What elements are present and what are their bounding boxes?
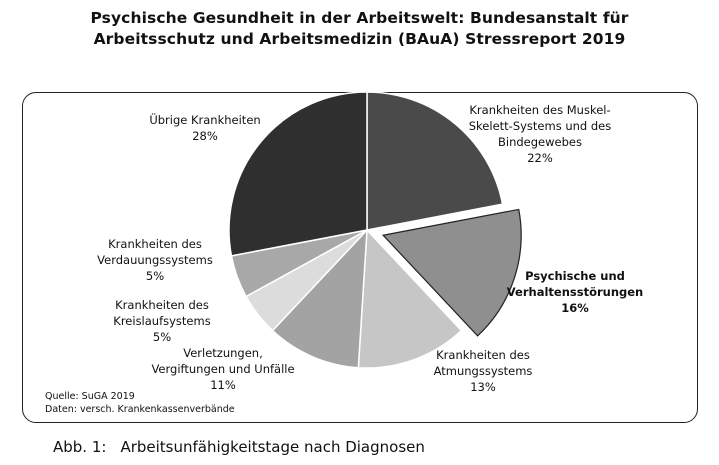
chart-title-line-2: Arbeitsschutz und Arbeitsmedizin (BAuA) … — [93, 30, 626, 48]
label-line: Bindegewebes — [498, 135, 582, 149]
label-line: Verletzungen, — [183, 346, 263, 360]
figure-caption-text: Arbeitsunfähigkeitstage nach Diagnosen — [120, 438, 425, 456]
label-line: Krankheiten des Muskel- — [469, 103, 611, 117]
slice-label-uebrige: Übrige Krankheiten 28% — [135, 112, 275, 144]
figure-caption: Abb. 1: Arbeitsunfähigkeitstage nach Diag… — [53, 438, 425, 456]
label-line: Kreislaufsystems — [113, 314, 211, 328]
slice-label-muskel-skelett: Krankheiten des Muskel- Skelett-Systems … — [440, 102, 640, 166]
value-label: 5% — [145, 269, 165, 283]
slice-label-verdauungssystem: Krankheiten des Verdauungssystems 5% — [90, 236, 220, 284]
value-label: 16% — [561, 301, 589, 315]
figure-number: Abb. 1: — [53, 438, 107, 456]
slice-label-verletzungen: Verletzungen, Vergiftungen und Unfälle 1… — [148, 345, 298, 393]
pie-slice-0 — [366, 91, 504, 231]
label-line: Verdauungssystems — [97, 253, 213, 267]
pie-slice-3 — [271, 227, 368, 369]
label-line: Krankheiten des — [115, 298, 209, 312]
label-line: Vergiftungen und Unfälle — [151, 362, 295, 376]
label-line: Krankheiten des — [436, 348, 530, 362]
value-label: 11% — [210, 378, 236, 392]
slice-label-psychische: Psychische und Verhaltensstörungen 16% — [500, 268, 650, 316]
slice-label-atmungssystem: Krankheiten des Atmungssystems 13% — [408, 347, 558, 395]
label-line: Skelett-Systems und des — [468, 119, 612, 133]
label-line: Krankheiten des — [108, 237, 202, 251]
pie-slice-6 — [228, 91, 368, 257]
label-line: Verhaltensstörungen — [506, 285, 644, 299]
label-line: Übrige Krankheiten — [149, 113, 261, 127]
source-line: Quelle: SuGA 2019 — [45, 391, 135, 402]
data-note-line: Daten: versch. Krankenkassenverbände — [45, 404, 235, 415]
value-label: 28% — [192, 129, 218, 143]
chart-title-line-1: Psychische Gesundheit in der Arbeitswelt… — [90, 9, 629, 27]
value-label: 22% — [527, 151, 553, 165]
pie-slice-1 — [381, 208, 522, 337]
value-label: 5% — [152, 330, 172, 344]
value-label: 13% — [470, 380, 496, 394]
pie-slice-2 — [357, 228, 463, 369]
label-line: Atmungssystems — [433, 364, 533, 378]
slice-label-kreislaufsystem: Krankheiten des Kreislaufsystems 5% — [97, 297, 227, 345]
label-line: Psychische und — [525, 269, 625, 283]
